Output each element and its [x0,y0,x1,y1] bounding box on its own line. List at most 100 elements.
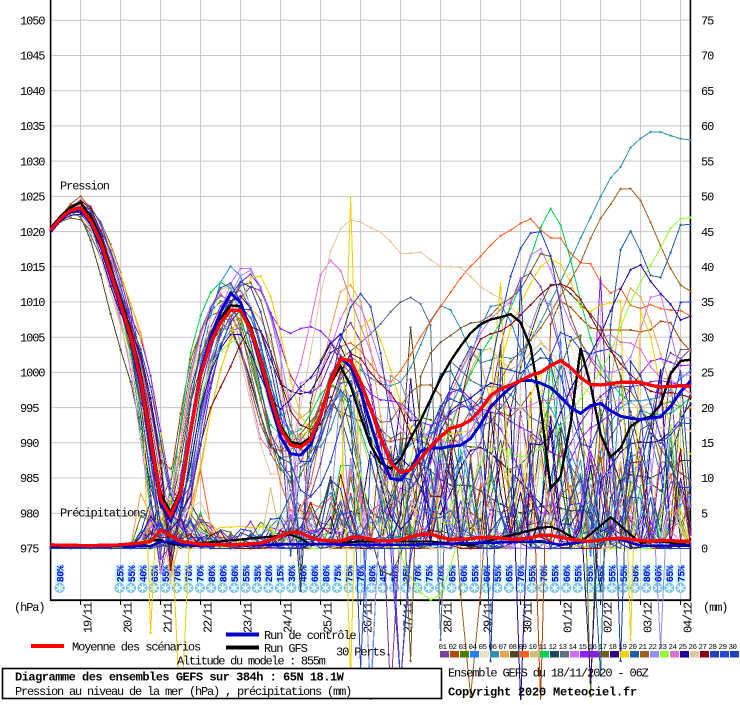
svg-text:990: 990 [20,437,39,451]
svg-text:55%: 55% [586,565,597,582]
svg-text:50%: 50% [231,565,242,582]
svg-text:20: 20 [628,644,637,652]
svg-text:18: 18 [608,644,616,652]
svg-text:(hPa): (hPa) [14,601,45,615]
svg-text:40%: 40% [300,565,311,582]
svg-text:50%: 50% [391,565,402,582]
svg-text:25%: 25% [116,565,127,582]
svg-text:21: 21 [638,644,647,652]
svg-text:30/11: 30/11 [522,602,536,633]
svg-text:(mm): (mm) [703,601,727,615]
svg-text:1035: 1035 [20,120,45,134]
svg-text:01: 01 [438,644,447,652]
svg-text:29: 29 [718,644,726,652]
svg-text:65%: 65% [506,565,517,582]
svg-text:80%: 80% [368,565,379,582]
svg-text:55%: 55% [128,565,139,582]
svg-text:14: 14 [568,644,577,652]
svg-text:15%: 15% [277,565,288,582]
svg-text:1015: 1015 [20,261,45,275]
svg-text:60%: 60% [460,565,471,582]
svg-text:5: 5 [701,507,708,521]
svg-text:65: 65 [701,85,714,99]
svg-text:0: 0 [701,543,708,557]
svg-text:Run de contrôle: Run de contrôle [264,629,356,643]
svg-text:10: 10 [528,644,537,652]
svg-text:22/11: 22/11 [202,602,216,633]
svg-text:03: 03 [458,644,467,652]
svg-text:30: 30 [701,331,714,345]
svg-text:70%: 70% [357,565,368,582]
svg-text:16: 16 [588,644,597,652]
svg-text:28: 28 [708,644,716,652]
svg-text:55%: 55% [620,565,631,582]
svg-text:70%: 70% [517,565,528,582]
svg-text:65%: 65% [448,565,459,582]
svg-text:20/11: 20/11 [122,602,136,633]
svg-text:60%: 60% [483,565,494,582]
svg-text:30: 30 [728,644,737,652]
svg-text:50: 50 [701,191,714,205]
svg-text:995: 995 [20,402,39,416]
svg-text:23: 23 [658,644,667,652]
svg-text:55%: 55% [552,565,563,582]
svg-text:Altitude du modele : 855m: Altitude du modele : 855m [177,655,326,669]
svg-text:55: 55 [701,155,714,169]
svg-text:25: 25 [678,644,687,652]
svg-text:50%: 50% [632,565,643,582]
svg-text:1050: 1050 [20,15,45,29]
svg-text:60%: 60% [655,565,666,582]
svg-text:55%: 55% [609,565,620,582]
svg-text:04: 04 [468,644,477,652]
svg-text:75%: 75% [345,565,356,582]
svg-text:08: 08 [508,644,516,652]
svg-text:70%: 70% [174,565,185,582]
svg-text:70%: 70% [197,565,208,582]
svg-text:Diagramme des ensembles GEFS s: Diagramme des ensembles GEFS sur 384h : … [15,671,345,685]
svg-text:21/11: 21/11 [162,602,176,633]
svg-text:13: 13 [558,644,567,652]
svg-text:80%: 80% [643,565,654,582]
svg-text:980: 980 [20,507,39,521]
svg-text:15: 15 [578,644,587,652]
svg-text:02: 02 [448,644,456,652]
svg-text:35: 35 [701,296,714,310]
svg-text:55%: 55% [574,565,585,582]
svg-text:75: 75 [701,15,714,29]
svg-text:20: 20 [701,402,714,416]
svg-text:06: 06 [488,644,497,652]
svg-text:25/11: 25/11 [322,602,336,633]
svg-text:975: 975 [20,543,39,557]
svg-text:28/11: 28/11 [442,602,456,633]
svg-text:60%: 60% [563,565,574,582]
svg-text:80%: 80% [323,565,334,582]
svg-text:45: 45 [701,226,714,240]
svg-text:Pression au niveau de la mer (: Pression au niveau de la mer (hPa) , pré… [15,685,351,699]
svg-text:24: 24 [668,644,677,652]
svg-text:05: 05 [478,644,487,652]
svg-text:10: 10 [701,472,714,486]
svg-text:20%: 20% [265,565,276,582]
svg-text:80%: 80% [219,565,230,582]
svg-text:11: 11 [538,644,547,652]
svg-text:26: 26 [688,644,697,652]
svg-text:12: 12 [548,644,556,652]
svg-text:35%: 35% [254,565,265,582]
svg-text:75%: 75% [334,565,345,582]
svg-text:985: 985 [20,472,39,486]
svg-text:26/11: 26/11 [362,602,376,633]
svg-text:04/12: 04/12 [682,602,696,633]
svg-text:55%: 55% [162,565,173,582]
svg-text:Run GFS: Run GFS [264,642,308,656]
svg-text:1040: 1040 [20,85,45,99]
svg-text:15: 15 [701,437,714,451]
svg-text:55%: 55% [242,565,253,582]
svg-text:60%: 60% [311,565,322,582]
svg-text:70%: 70% [414,565,425,582]
svg-text:75%: 75% [426,565,437,582]
svg-text:40: 40 [701,261,714,275]
svg-text:70%: 70% [185,565,196,582]
svg-text:19: 19 [618,644,626,652]
svg-text:Pression: Pression [60,180,110,194]
svg-text:1000: 1000 [20,367,45,381]
